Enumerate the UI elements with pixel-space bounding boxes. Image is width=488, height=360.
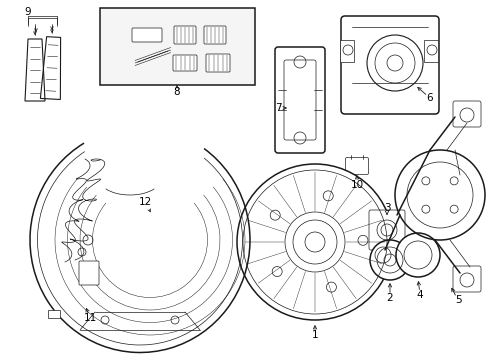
FancyBboxPatch shape [340, 16, 438, 114]
Circle shape [395, 233, 439, 277]
FancyBboxPatch shape [452, 101, 480, 127]
FancyBboxPatch shape [79, 261, 99, 285]
FancyBboxPatch shape [174, 26, 196, 44]
FancyBboxPatch shape [368, 210, 404, 250]
Bar [339, 40, 353, 62]
Text: 6: 6 [426, 93, 432, 103]
Text: 4: 4 [416, 290, 423, 300]
Circle shape [369, 240, 409, 280]
FancyBboxPatch shape [274, 47, 325, 153]
FancyBboxPatch shape [173, 55, 197, 71]
FancyBboxPatch shape [203, 26, 225, 44]
Text: 5: 5 [454, 295, 460, 305]
Text: 1: 1 [311, 330, 318, 340]
Text: 2: 2 [386, 293, 392, 303]
FancyBboxPatch shape [205, 54, 229, 72]
Bar [100, 8, 254, 85]
Text: 11: 11 [83, 313, 97, 323]
FancyBboxPatch shape [345, 158, 368, 175]
Text: 3: 3 [383, 203, 389, 213]
FancyBboxPatch shape [132, 28, 162, 42]
Bar [48, 310, 60, 318]
FancyBboxPatch shape [284, 60, 315, 140]
Text: 7: 7 [274, 103, 281, 113]
Circle shape [237, 164, 392, 320]
Text: 12: 12 [138, 197, 151, 207]
Bar [423, 40, 437, 62]
FancyBboxPatch shape [452, 266, 480, 292]
Text: 10: 10 [350, 180, 363, 190]
Text: 9: 9 [24, 7, 31, 17]
Text: 8: 8 [173, 87, 180, 97]
